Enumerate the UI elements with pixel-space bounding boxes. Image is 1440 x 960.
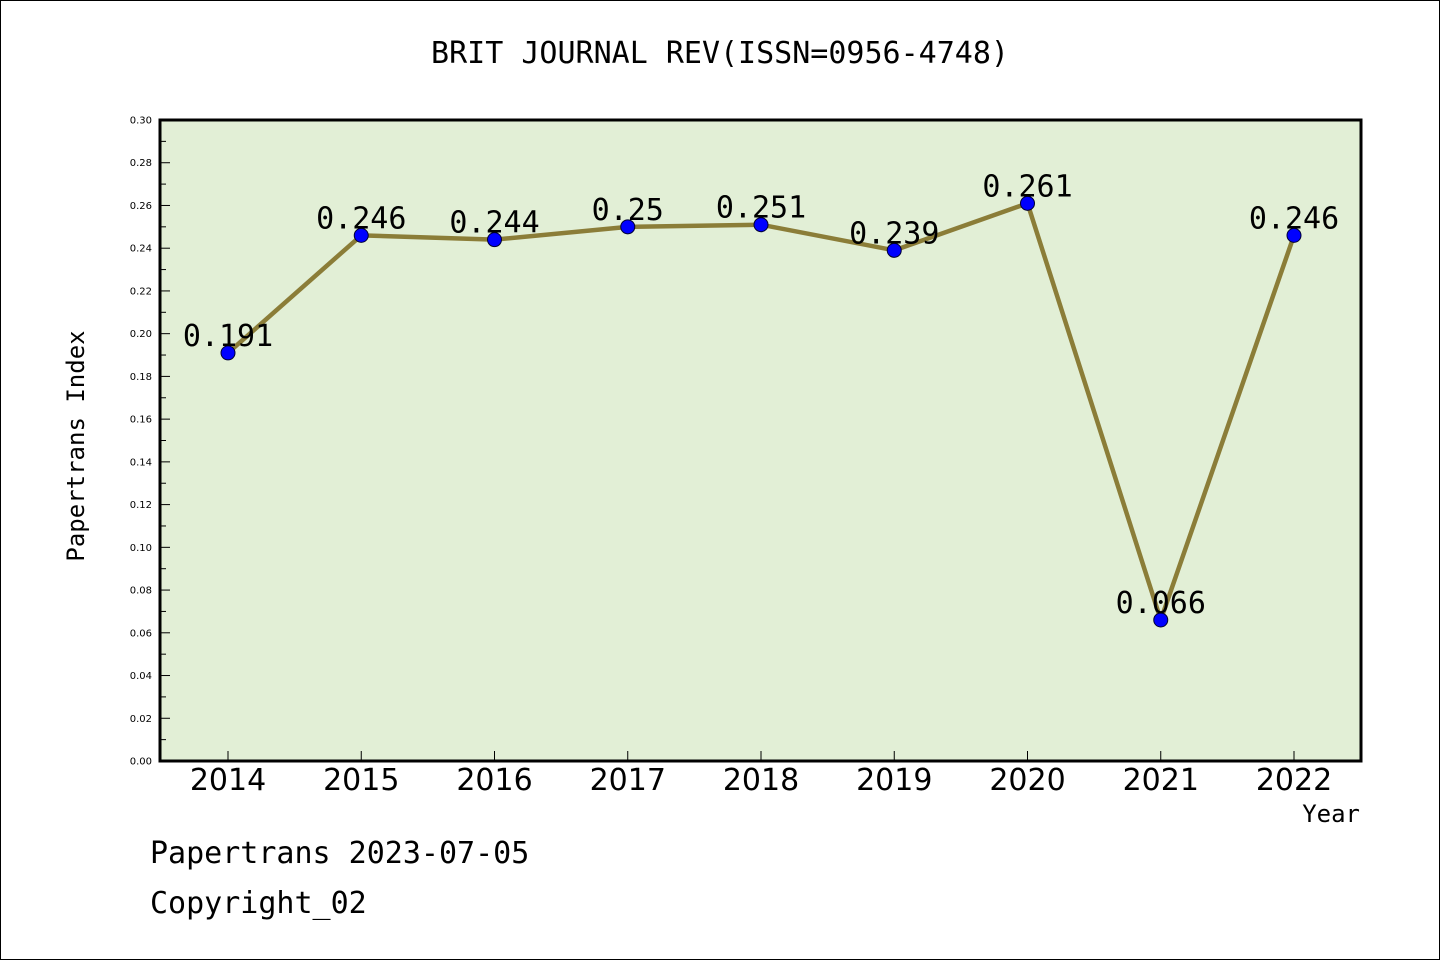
- data-label: 0.246: [316, 201, 406, 236]
- footer-copyright: Copyright_02: [150, 886, 367, 921]
- data-label: 0.066: [1116, 586, 1206, 621]
- y-tick-label: 0.30: [130, 116, 152, 127]
- data-point: [353, 227, 369, 243]
- data-point: [753, 217, 769, 233]
- y-tick-label: 0.22: [130, 286, 152, 297]
- y-tick-label: 0.18: [130, 372, 152, 383]
- data-point: [1153, 612, 1169, 628]
- x-tick-label: 2020: [989, 763, 1065, 798]
- y-tick-label: 0.20: [130, 329, 152, 340]
- data-label: 0.251: [716, 191, 806, 226]
- y-tick-label: 0.12: [130, 500, 152, 511]
- x-tick-label: 2019: [856, 763, 932, 798]
- y-tick-label: 0.06: [130, 628, 152, 639]
- data-point: [487, 232, 502, 248]
- y-tick-label: 0.14: [130, 457, 152, 468]
- y-tick-label: 0.08: [130, 586, 152, 597]
- data-point: [220, 345, 236, 361]
- data-label: 0.261: [982, 169, 1072, 204]
- x-tick-label: 2021: [1123, 763, 1199, 798]
- x-axis-label: Year: [1302, 800, 1360, 828]
- data-point: [886, 242, 902, 258]
- data-label: 0.246: [1249, 201, 1339, 236]
- footer-date: Papertrans 2023-07-05: [150, 836, 530, 871]
- plot-border: [158, 118, 1363, 763]
- chart-title: BRIT JOURNAL REV(ISSN=0956-4748): [431, 36, 1009, 71]
- y-tick-label: 0.04: [130, 671, 152, 682]
- y-tick-label: 0.28: [130, 158, 152, 169]
- data-label: 0.244: [449, 206, 539, 241]
- x-tick-label: 2022: [1256, 763, 1332, 798]
- y-tick-label: 0.00: [130, 757, 152, 768]
- data-point: [1020, 195, 1035, 211]
- y-tick-label: 0.02: [130, 714, 152, 725]
- data-point: [1286, 227, 1302, 243]
- x-tick-label: 2016: [456, 763, 532, 798]
- x-tick-label: 2014: [190, 763, 266, 798]
- y-tick-label: 0.16: [130, 415, 152, 426]
- y-tick-label: 0.26: [130, 201, 152, 212]
- data-label: 0.239: [849, 216, 939, 251]
- data-label: 0.25: [592, 193, 664, 228]
- x-tick-label: 2015: [323, 763, 399, 798]
- y-tick-label: 0.24: [130, 244, 152, 255]
- x-tick-label: 2018: [723, 763, 799, 798]
- x-tick-label: 2017: [590, 763, 666, 798]
- data-point: [620, 219, 636, 235]
- data-label: 0.191: [183, 319, 273, 354]
- y-tick-label: 0.10: [130, 543, 152, 554]
